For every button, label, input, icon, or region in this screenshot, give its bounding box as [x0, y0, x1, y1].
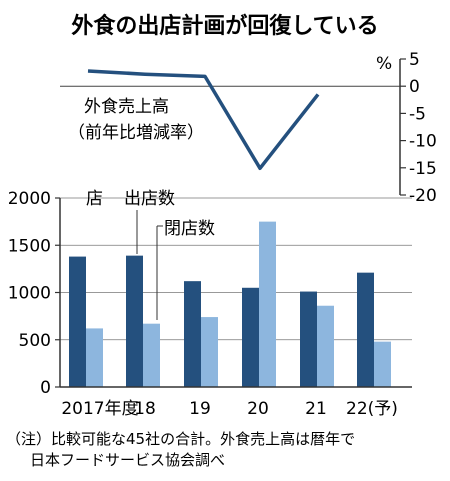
bar-tick-label: 1500: [8, 236, 51, 256]
bar-category-label: 18: [134, 399, 156, 419]
bar-tick-label: 500: [19, 331, 51, 351]
bar-opened: [184, 281, 201, 387]
line-tick-label: -20: [409, 186, 437, 206]
footnote-line1: （注）比較可能な45社の合計。外食売上高は暦年で: [6, 430, 355, 448]
line-tick-label: -5: [409, 104, 426, 124]
line-tick-label: 5: [409, 50, 420, 70]
bar-closed: [259, 221, 276, 387]
bar-unit: 店: [86, 189, 103, 209]
sales-line-chart: % 外食売上高 （前年比増減率） 5 0 -5 -10 -15 -20: [60, 50, 437, 206]
bar-category-label: 21: [305, 399, 327, 419]
bar-closed: [201, 317, 218, 387]
sales-line: [87, 69, 320, 171]
bar-closed: [143, 323, 160, 387]
bar-category-label: 2017年度: [61, 399, 138, 419]
bar-category-label: 22(予): [346, 399, 398, 419]
bar-tick-label: 1000: [8, 284, 51, 304]
bar-opened: [69, 256, 86, 387]
bar-closed: [317, 305, 334, 387]
bar-category-label: 20: [247, 399, 269, 419]
legend-closed: 閉店数: [164, 219, 215, 239]
line-unit: %: [376, 54, 392, 74]
bar-closed: [86, 328, 103, 387]
bar-opened: [126, 255, 143, 387]
bar-opened: [300, 291, 317, 387]
footnote-line2: 日本フードサービス協会調べ: [30, 451, 225, 469]
bar-category-label: 19: [189, 399, 211, 419]
chart-title: 外食の出店計画が回復している: [71, 13, 378, 39]
line-tick-label: 0: [409, 77, 420, 97]
bar-tick-label: 2000: [8, 189, 51, 209]
line-tick-label: -15: [409, 159, 437, 179]
bar-opened: [242, 287, 259, 387]
legend-opened: 出店数: [124, 189, 175, 209]
bar-tick-label: 0: [40, 378, 51, 398]
bar-closed: [374, 341, 391, 387]
line-series-label: 外食売上高: [84, 97, 169, 117]
line-tick-label: -10: [409, 132, 437, 152]
line-series-sublabel: （前年比増減率）: [68, 123, 204, 143]
bar-opened: [357, 272, 374, 387]
